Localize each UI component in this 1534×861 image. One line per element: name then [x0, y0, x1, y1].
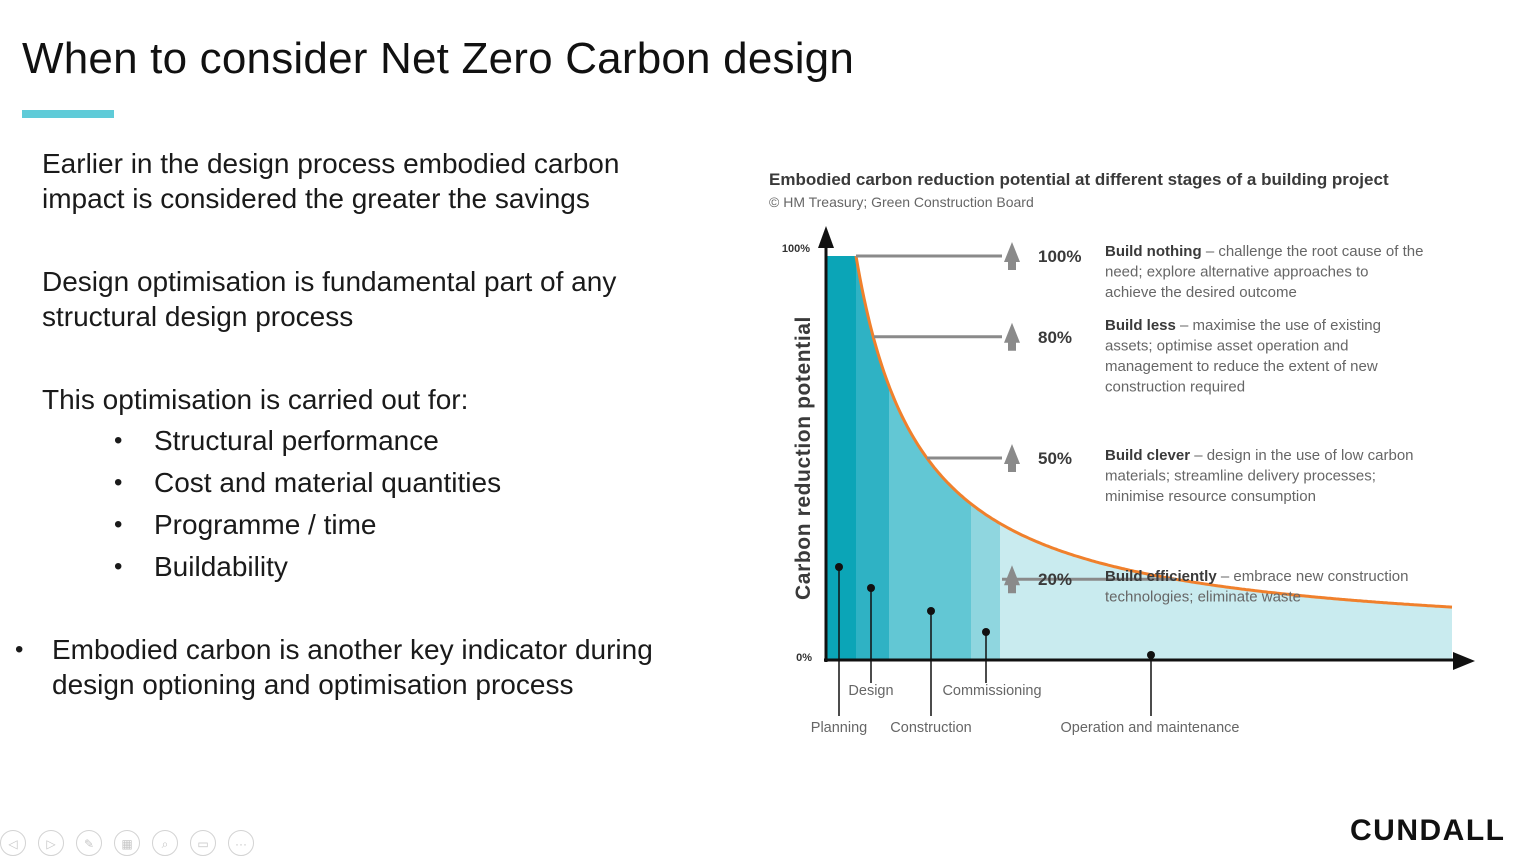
- stage-label: Construction: [890, 720, 971, 736]
- stage-area-design: [856, 256, 889, 660]
- level-arrow-icon: [1004, 565, 1020, 594]
- level-percent: 20%: [1038, 570, 1072, 589]
- level-heading: Build efficiently: [1105, 568, 1221, 585]
- x-axis-arrow: [1453, 652, 1475, 670]
- stage-marker-dot: [927, 607, 935, 615]
- y-tick-label: 100%: [782, 243, 810, 255]
- stage-area-construction: [889, 386, 971, 660]
- stage-area-planning: [826, 256, 856, 660]
- level-description: Build efficiently – embrace new construc…: [1105, 568, 1408, 606]
- level-description: Build clever – design in the use of low …: [1105, 447, 1414, 505]
- paragraph-early-design: Earlier in the design process embodied c…: [42, 148, 620, 214]
- list-item: Programme / time: [114, 506, 501, 548]
- stage-label: Planning: [811, 720, 867, 736]
- stage-marker-dot: [1147, 651, 1155, 659]
- level-description: Build less – maximise the use of existin…: [1105, 317, 1381, 396]
- list-item: Cost and material quantities: [114, 464, 501, 506]
- subtitles-icon[interactable]: ▭: [190, 830, 216, 856]
- level-percent: 50%: [1038, 449, 1072, 468]
- previous-icon[interactable]: ◁: [0, 830, 26, 856]
- cundall-logo: CUNDALL: [1350, 814, 1506, 847]
- stage-marker-dot: [867, 584, 875, 592]
- stage-marker-dot: [835, 563, 843, 571]
- carbon-reduction-chart: Embodied carbon reduction potential at d…: [760, 160, 1500, 760]
- list-item: Buildability: [114, 548, 501, 590]
- slides-icon[interactable]: ▦: [114, 830, 140, 856]
- level-arrow-icon: [1004, 322, 1020, 351]
- chart-subtitle: © HM Treasury; Green Construction Board: [769, 194, 1034, 210]
- level-description-line: construction required: [1105, 379, 1245, 396]
- chart-plot: 100% 0% Carbon reduction potential 100% 80% 5…: [782, 226, 1475, 736]
- stage-marker-dot: [982, 628, 990, 636]
- level-heading: Build nothing: [1105, 243, 1206, 260]
- level-description-line: – challenge the root cause of the: [1206, 243, 1424, 260]
- level-description-line: minimise resource consumption: [1105, 488, 1316, 505]
- list-item: Structural performance: [114, 422, 501, 464]
- level-arrow-icon: [1004, 242, 1020, 270]
- level-description-line: technologies; eliminate waste: [1105, 589, 1301, 606]
- level-description-line: materials; streamline delivery processes…: [1105, 468, 1376, 485]
- paragraph-optimisation-for: This optimisation is carried out for:: [42, 384, 469, 415]
- stage-label: Commissioning: [942, 683, 1041, 699]
- level-heading: Build less: [1105, 317, 1180, 334]
- y-axis-label: Carbon reduction potential: [792, 316, 815, 600]
- optimisation-list: Structural performance Cost and material…: [114, 422, 501, 590]
- more-icon[interactable]: ···: [228, 830, 254, 856]
- level-description-line: need; explore alternative approaches to: [1105, 264, 1369, 281]
- level-percent: 100%: [1038, 247, 1081, 266]
- stage-area-commissioning: [971, 503, 1000, 660]
- title-accent-bar: [22, 110, 114, 118]
- stage-label: Operation and maintenance: [1061, 720, 1240, 736]
- stage-label: Design: [848, 683, 893, 699]
- zoom-icon[interactable]: ⌕: [152, 830, 178, 856]
- pen-icon[interactable]: ✎: [76, 830, 102, 856]
- y-axis-arrow: [818, 226, 834, 248]
- level-description-line: – embrace new construction: [1221, 568, 1409, 585]
- embodied-carbon-bullet: Embodied carbon is another key indicator…: [8, 632, 672, 702]
- reduction-curve: [854, 255, 1453, 609]
- level-heading: Build clever: [1105, 447, 1194, 464]
- y-tick-label: 0%: [796, 652, 812, 664]
- level-description-line: achieve the desired outcome: [1105, 284, 1297, 301]
- level-description-line: assets; optimise asset operation and: [1105, 338, 1348, 355]
- next-icon[interactable]: ▷: [38, 830, 64, 856]
- level-description-line: management to reduce the extent of new: [1105, 358, 1378, 375]
- level-description: Build nothing – challenge the root cause…: [1105, 243, 1423, 301]
- slide-title: When to consider Net Zero Carbon design: [22, 34, 855, 83]
- level-description-line: – design in the use of low carbon: [1194, 447, 1413, 464]
- stage-area-operation-and-maintenance: [1000, 523, 1452, 660]
- level-arrow-icon: [1004, 444, 1020, 472]
- level-description-line: – maximise the use of existing: [1180, 317, 1381, 334]
- level-percent: 80%: [1038, 328, 1072, 347]
- paragraph-design-optimisation: Design optimisation is fundamental part …: [42, 266, 617, 332]
- chart-title: Embodied carbon reduction potential at d…: [769, 170, 1389, 189]
